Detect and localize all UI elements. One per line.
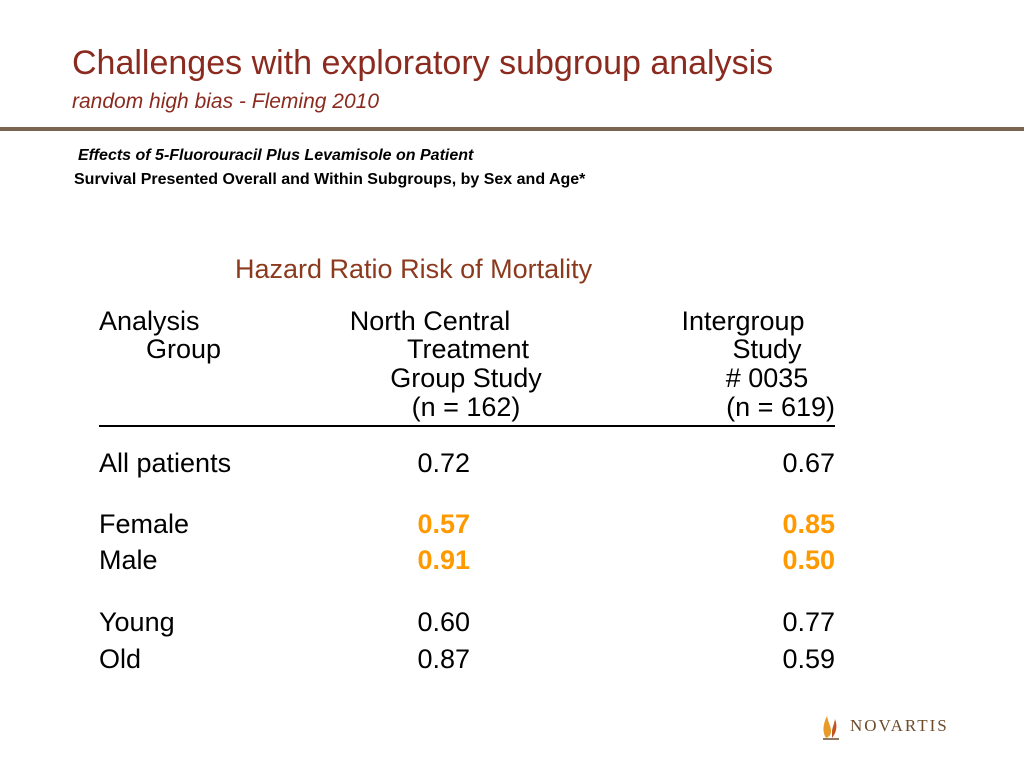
header-nctg-line-1: North Central <box>349 306 511 336</box>
slide-subtitle: random high bias - Fleming 2010 <box>72 90 380 113</box>
novartis-logo: NOVARTIS <box>820 712 949 740</box>
flame-icon <box>823 716 839 740</box>
slide-title: Challenges with exploratory subgroup ana… <box>72 44 774 82</box>
header-intergroup-line-2: Study <box>732 334 802 364</box>
header-analysis-line-1: Analysis <box>99 306 200 336</box>
header-nctg-line-4: (n = 162) <box>411 392 521 422</box>
cell-intergroup: 0.85 <box>782 509 835 539</box>
row-label: Young <box>99 607 175 637</box>
header-nctg-line-3: Group Study <box>390 363 542 393</box>
header-intergroup-line-3: # 0035 <box>725 363 809 393</box>
caption-line-2: Survival Presented Overall and Within Su… <box>74 171 586 188</box>
cell-intergroup: 0.77 <box>782 607 835 637</box>
title-divider <box>0 127 1024 131</box>
row-label: Female <box>99 509 190 539</box>
cell-intergroup: 0.59 <box>782 644 835 674</box>
cell-intergroup: 0.50 <box>782 545 835 575</box>
cell-nctg: 0.91 <box>417 545 470 575</box>
cell-intergroup: 0.67 <box>782 448 835 478</box>
header-intergroup-line-4: (n = 619) <box>726 392 835 422</box>
cell-nctg: 0.72 <box>417 448 470 478</box>
cell-nctg: 0.57 <box>417 509 470 539</box>
row-label: Male <box>99 545 158 575</box>
table-heading: Hazard Ratio Risk of Mortality <box>235 254 593 284</box>
row-label: Old <box>99 644 142 674</box>
caption-line-1: Effects of 5-Fluorouracil Plus Levamisol… <box>78 147 474 164</box>
header-analysis-line-2: Group <box>146 334 222 364</box>
logo-wordmark: NOVARTIS <box>850 716 949 735</box>
row-label: All patients <box>99 448 232 478</box>
cell-nctg: 0.87 <box>417 644 470 674</box>
table-header-rule <box>99 425 835 427</box>
cell-nctg: 0.60 <box>417 607 470 637</box>
header-nctg-line-2: Treatment <box>406 334 530 364</box>
header-intergroup-line-1: Intergroup <box>681 306 805 336</box>
